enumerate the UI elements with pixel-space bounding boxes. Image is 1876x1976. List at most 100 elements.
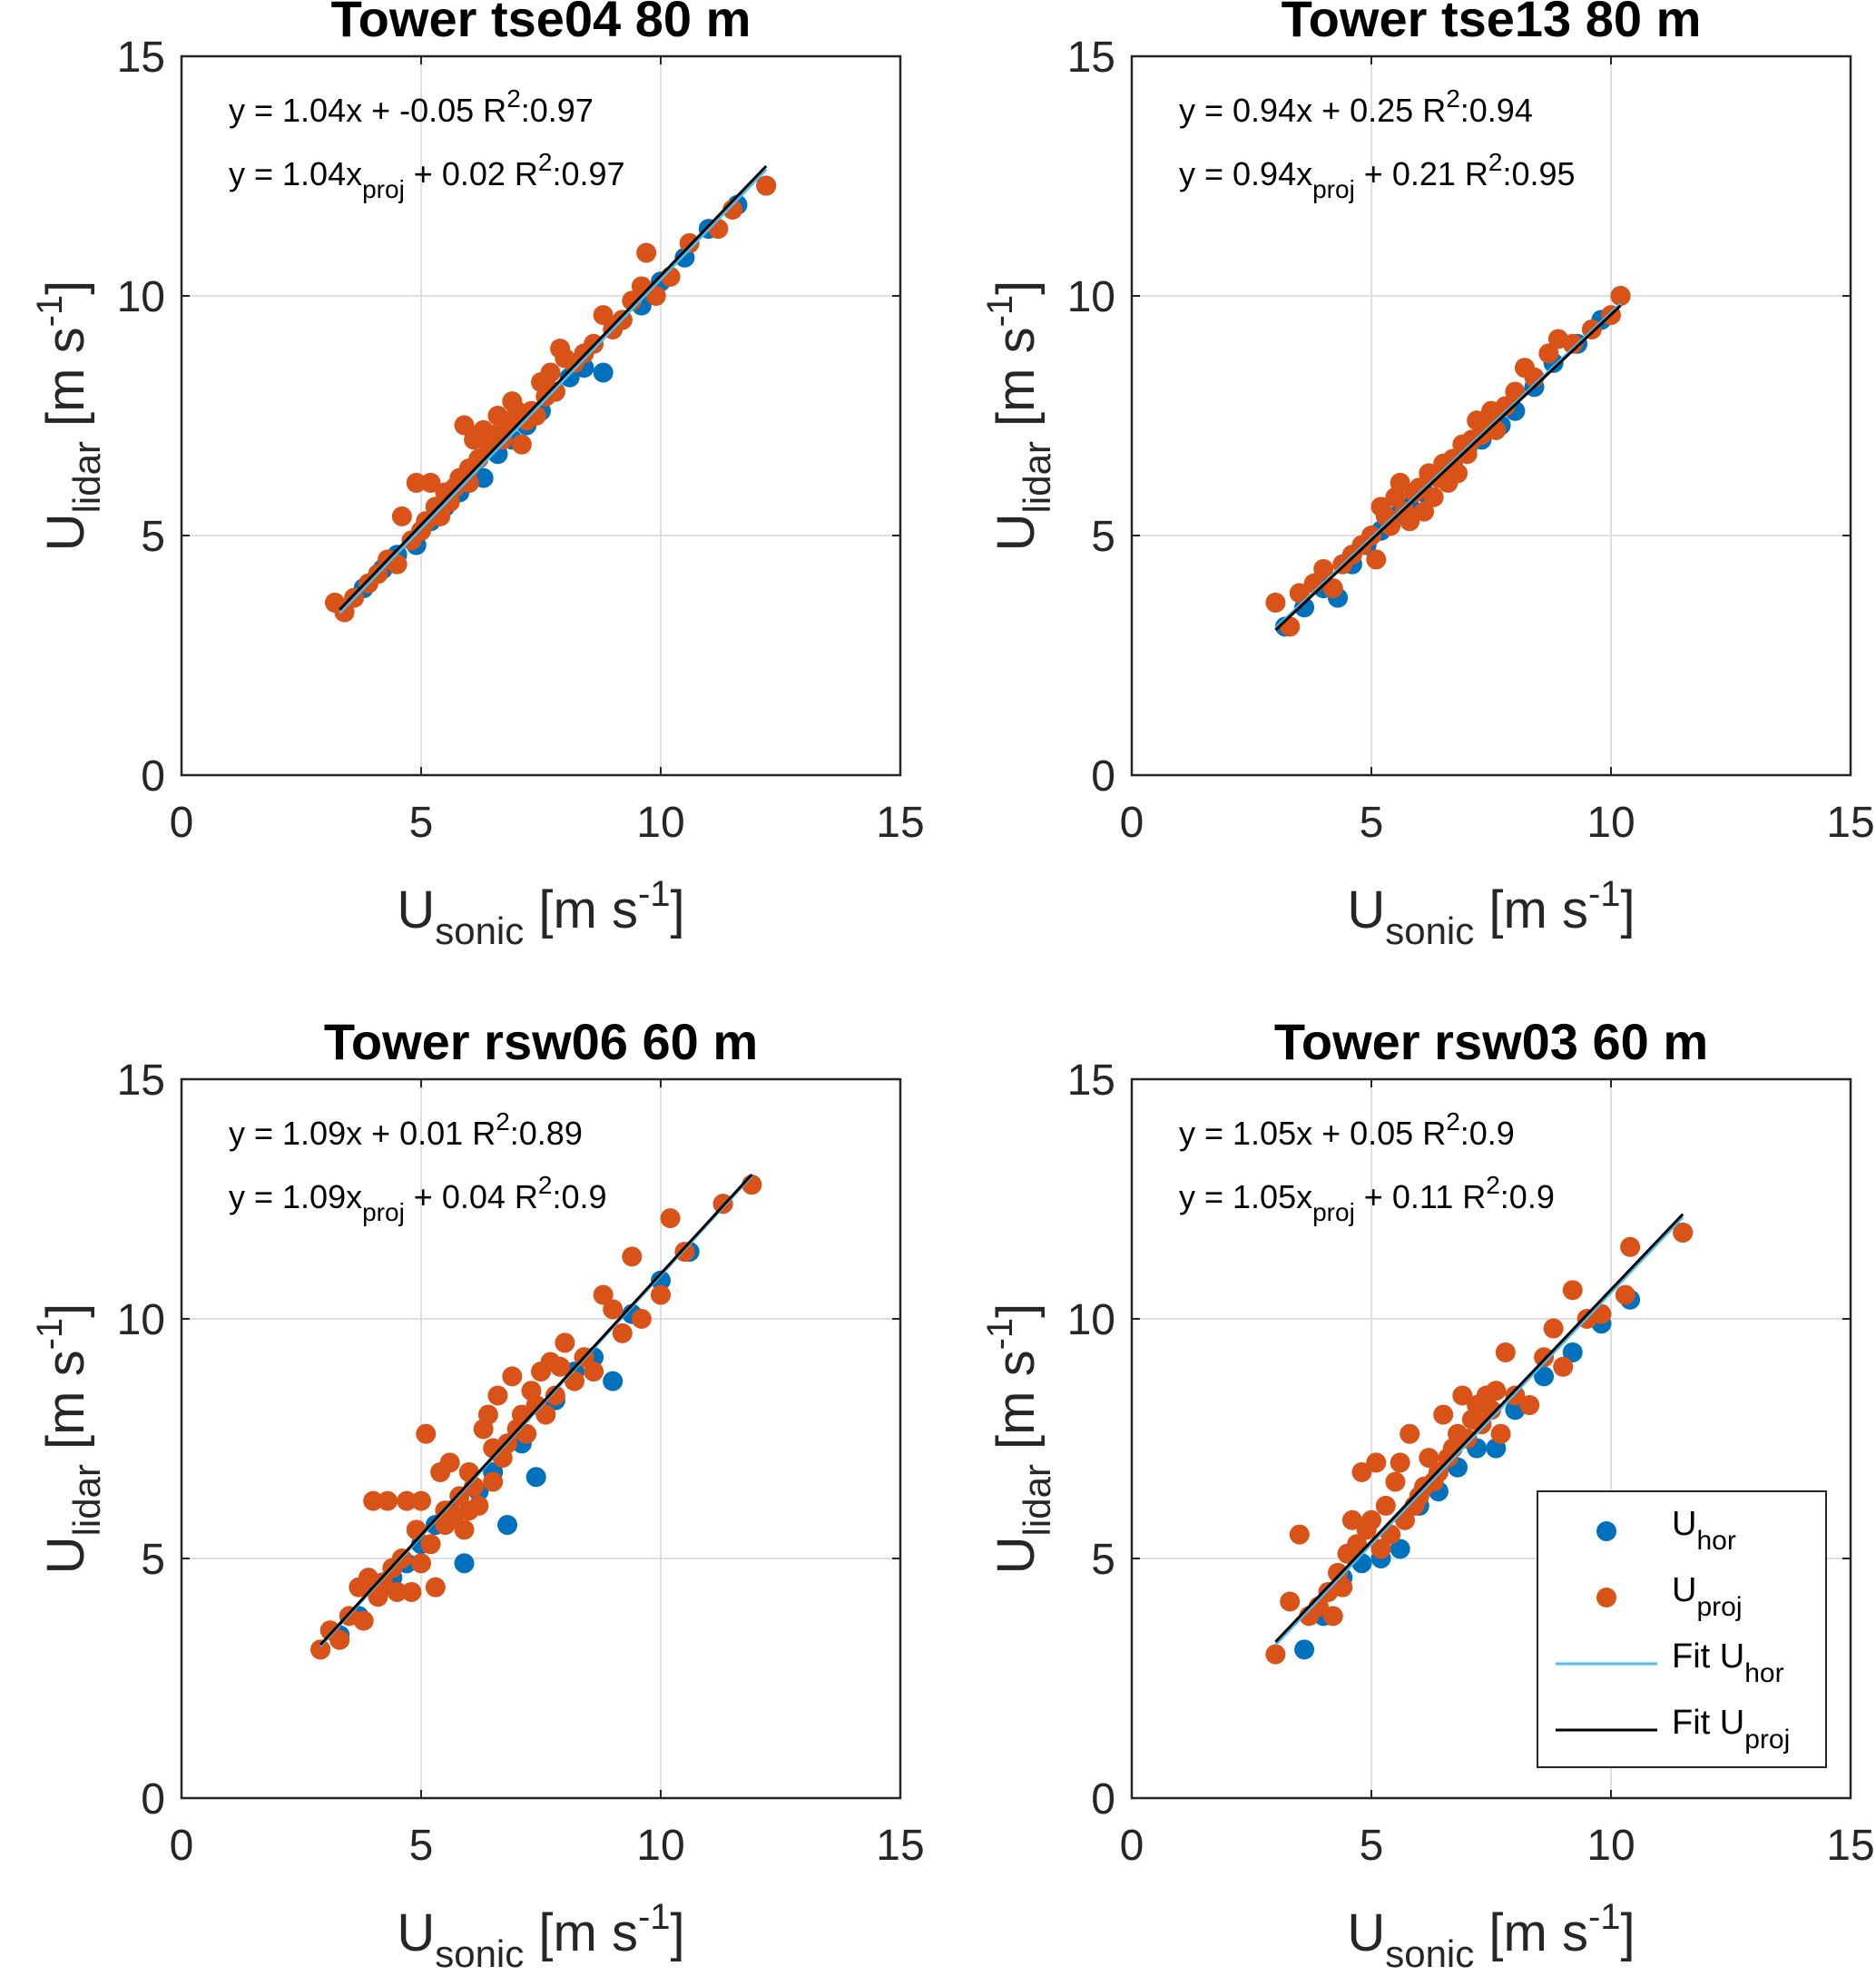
data-point-u-proj xyxy=(502,1366,523,1387)
x-tick-label: 10 xyxy=(636,799,684,847)
chart-title: Tower rsw06 60 m xyxy=(324,1013,758,1070)
y-label-unit: [m s xyxy=(36,1350,95,1464)
y-tick-label: 0 xyxy=(1091,1775,1115,1824)
data-point-u-proj xyxy=(387,1581,408,1602)
data-point-u-proj xyxy=(1562,1280,1583,1301)
data-point-u-proj xyxy=(1385,1471,1406,1492)
data-point-u-proj xyxy=(584,1362,604,1382)
fit-equation: y = 1.09xproj + 0.04 R2:0.9 xyxy=(229,1171,607,1226)
y-tick-label: 15 xyxy=(117,1057,165,1105)
x-label-sub: sonic xyxy=(1385,909,1474,952)
legend-label-main: Fit U xyxy=(1672,1637,1744,1676)
y-label-unit: [m s xyxy=(987,327,1046,441)
x-tick-label: 5 xyxy=(409,799,434,847)
data-point-u-proj xyxy=(1361,1509,1381,1530)
equation-lhs: y = 1.09x xyxy=(229,1115,362,1152)
legend-label-main: U xyxy=(1672,1505,1696,1543)
data-point-u-proj xyxy=(310,1639,331,1660)
x-axis-label: Usonic [m s-1] xyxy=(397,1897,684,1975)
x-tick-label: 5 xyxy=(409,1822,434,1870)
data-point-u-proj xyxy=(593,1284,614,1305)
data-point-u-proj xyxy=(411,1553,431,1574)
data-point-u-proj xyxy=(622,1246,643,1267)
chart-title: Tower tse04 80 m xyxy=(331,0,751,47)
equation-sup: 2 xyxy=(538,148,553,176)
y-tick-label: 15 xyxy=(117,34,165,82)
legend-label-main: Fit U xyxy=(1672,1704,1744,1742)
fit-line-u-hor xyxy=(339,168,768,614)
data-point-u-proj xyxy=(487,1385,508,1406)
legend-label: Fit Uproj xyxy=(1672,1704,1790,1755)
data-point-u-proj xyxy=(1280,1591,1301,1612)
data-point-u-proj xyxy=(468,1495,489,1516)
x-label-close: ] xyxy=(1621,880,1635,939)
y-tick-label: 10 xyxy=(117,273,165,321)
legend-label: Uhor xyxy=(1672,1505,1736,1556)
fit-equation: y = 1.04x + -0.05 R2:0.97 xyxy=(229,84,594,129)
fit-equation: y = 1.05x + 0.05 R2:0.9 xyxy=(1179,1107,1515,1152)
equation-r2: :0.97 xyxy=(552,155,624,192)
equation-rhs: + 0.02 R xyxy=(405,155,538,192)
equation-sup: 2 xyxy=(1488,148,1503,176)
x-label-sup: -1 xyxy=(1588,874,1621,914)
legend-box xyxy=(1537,1490,1827,1768)
data-point-u-proj xyxy=(406,472,427,493)
y-axis-label: Ulidar [m s-1] xyxy=(980,1303,1058,1575)
data-point-u-proj xyxy=(1505,1385,1526,1406)
data-point-u-proj xyxy=(674,1242,695,1263)
x-tick-label: 0 xyxy=(1120,1822,1144,1870)
data-point-u-proj xyxy=(1610,286,1631,306)
data-point-u-proj xyxy=(1448,463,1468,484)
y-tick-label: 0 xyxy=(1091,752,1115,801)
data-point-u-proj xyxy=(483,1471,504,1492)
data-point-u-proj xyxy=(603,1299,624,1320)
fit-line-u-proj xyxy=(319,1174,753,1647)
data-point-u-hor xyxy=(1390,1539,1410,1559)
plot-area xyxy=(182,1079,900,1798)
data-point-u-proj xyxy=(353,1610,374,1631)
data-point-u-proj xyxy=(535,1404,556,1425)
x-label-main: U xyxy=(1347,1903,1385,1962)
y-label-close: ] xyxy=(987,280,1046,295)
y-label-sub: lidar xyxy=(1016,441,1058,513)
x-label-unit: [m s xyxy=(524,1903,638,1962)
y-tick-label: 5 xyxy=(141,1536,165,1584)
equation-lhs: y = 1.05x xyxy=(1179,1115,1312,1152)
axes-frame xyxy=(180,54,902,777)
x-label-sup: -1 xyxy=(1588,1897,1621,1937)
legend-label-sub: proj xyxy=(1696,1592,1742,1622)
chart-title: Tower tse13 80 m xyxy=(1282,0,1702,47)
fit-line-u-proj xyxy=(1274,304,1622,632)
y-tick-label: 0 xyxy=(141,752,165,801)
data-point-u-proj xyxy=(477,1404,498,1425)
x-label-main: U xyxy=(1347,880,1385,939)
equation-lhs: y = 0.94x xyxy=(1179,92,1312,129)
data-point-u-proj xyxy=(391,506,412,526)
data-point-u-proj xyxy=(651,1284,671,1305)
y-label-sub: lidar xyxy=(65,441,108,513)
data-point-u-proj xyxy=(1332,1577,1353,1598)
data-point-u-proj xyxy=(411,1490,431,1511)
y-tick-label: 15 xyxy=(1067,34,1115,82)
data-point-u-proj xyxy=(420,472,441,493)
data-point-u-proj xyxy=(454,1519,475,1540)
data-point-u-proj xyxy=(406,1519,427,1540)
fit-equation: y = 1.09x + 0.01 R2:0.89 xyxy=(229,1107,583,1152)
y-axis-label: Ulidar [m s-1] xyxy=(30,1303,108,1575)
y-label-main: U xyxy=(36,1536,95,1574)
data-point-u-proj xyxy=(1370,1539,1391,1559)
data-point-u-proj xyxy=(545,381,565,402)
data-point-u-proj xyxy=(1409,477,1429,498)
data-point-u-proj xyxy=(1265,592,1286,613)
x-label-close: ] xyxy=(1621,1903,1635,1962)
legend-label-sub: hor xyxy=(1744,1658,1783,1688)
data-point-u-proj xyxy=(511,434,532,455)
equation-lhs: y = 0.94x xyxy=(1179,155,1312,192)
equation-sup: 2 xyxy=(1446,84,1460,113)
data-point-u-proj xyxy=(593,305,614,326)
data-point-u-hor xyxy=(603,1371,624,1391)
y-label-main: U xyxy=(987,1536,1046,1574)
data-point-u-proj xyxy=(540,362,561,383)
